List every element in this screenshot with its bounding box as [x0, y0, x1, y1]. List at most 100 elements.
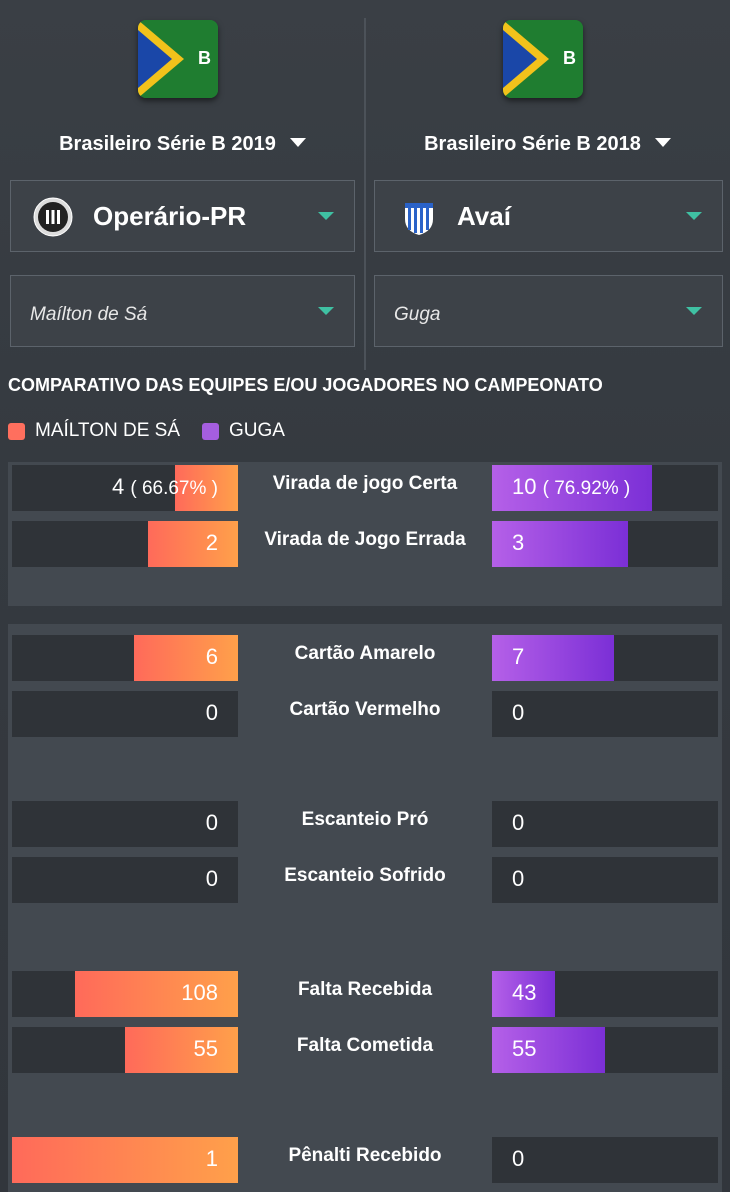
stat-label: Cartão Amarelo — [294, 643, 436, 664]
stat-row: 108 Falta Recebida 43 — [8, 971, 722, 1017]
left-bar-track: 0 — [12, 857, 238, 903]
left-bar-track: 0 — [12, 691, 238, 737]
right-count: 55 — [512, 1036, 537, 1061]
right-bar — [492, 465, 652, 511]
stat-row: 4 ( 66.67% ) Virada de jogo Certa 10 ( 76.… — [8, 465, 722, 511]
right-value: 0 — [512, 810, 524, 836]
chevron-down-icon — [289, 138, 306, 148]
stat-group: 6 Cartão Amarelo 7 0 Cartão Vermelho 0 — [8, 624, 722, 780]
right-bar-track: 10 ( 76.92% ) — [492, 465, 718, 511]
left-count: 6 — [205, 644, 218, 669]
club-crest-icon — [33, 197, 73, 237]
left-bar-track: 55 — [12, 1027, 238, 1073]
player-select[interactable]: Guga — [374, 275, 723, 347]
left-count: 1 — [205, 1146, 218, 1171]
legend-item-right: GUGA — [202, 420, 285, 442]
right-count: 0 — [512, 700, 525, 725]
right-count: 0 — [512, 866, 525, 891]
right-bar-track: 3 — [492, 521, 718, 567]
serie-b-logo: B — [138, 20, 218, 98]
stat-group: 108 Falta Recebida 43 55 Falta Cometida 55 — [8, 943, 722, 1097]
right-bar-track: 7 — [492, 635, 718, 681]
right-value: 43 — [512, 980, 536, 1006]
right-count: 0 — [512, 1146, 525, 1171]
right-value: 0 — [512, 1146, 524, 1172]
stat-label: Falta Recebida — [297, 979, 433, 1000]
left-count: 0 — [205, 866, 218, 891]
left-bar-track: 6 — [12, 635, 238, 681]
team-name: Operário-PR — [93, 201, 247, 231]
legend-label: MAÍLTON DE SÁ — [35, 420, 180, 441]
left-bar — [75, 971, 238, 1017]
right-value: 55 — [512, 1036, 536, 1062]
left-value: 2 — [206, 530, 218, 556]
right-count: 10 — [512, 474, 537, 499]
left-count: 2 — [205, 530, 218, 555]
team-select[interactable]: Operário-PR — [10, 180, 355, 252]
left-bar — [12, 1137, 238, 1183]
chevron-down-icon — [686, 307, 702, 315]
legend-item-left: MAÍLTON DE SÁ — [8, 420, 180, 442]
logo-letter: B — [198, 48, 211, 68]
legend: MAÍLTON DE SÁ GUGA — [8, 420, 307, 442]
stat-row: 1 Pênalti Recebido 0 — [8, 1137, 722, 1183]
left-count: 4 — [111, 474, 125, 499]
left-count: 0 — [205, 810, 218, 835]
stat-label: Virada de Jogo Errada — [264, 529, 466, 550]
player-select[interactable]: Maílton de Sá — [10, 275, 355, 347]
competition-select[interactable]: Brasileiro Série B 2019 — [0, 133, 365, 156]
competition-label: Brasileiro Série B 2019 — [59, 133, 276, 155]
right-percent: ( 76.92% ) — [542, 478, 631, 499]
chevron-down-icon — [318, 212, 334, 220]
left-bar — [125, 1027, 238, 1073]
legend-swatch — [8, 422, 25, 440]
left-value: 6 — [206, 644, 218, 670]
left-bar-track: 0 — [12, 801, 238, 847]
right-value: 0 — [512, 866, 524, 892]
right-bar — [492, 1027, 605, 1073]
left-value: 0 — [206, 810, 218, 836]
right-value: 10 ( 76.92% ) — [512, 474, 630, 500]
competition-label: Brasileiro Série B 2018 — [424, 133, 641, 155]
right-count: 7 — [512, 644, 525, 669]
right-count: 3 — [512, 530, 525, 555]
left-bar-track: 4 ( 66.67% ) — [12, 465, 238, 511]
player-name: Maílton de Sá — [30, 304, 148, 325]
stat-row: 0 Escanteio Sofrido 0 — [8, 857, 722, 903]
right-value: 0 — [512, 700, 524, 726]
left-value: 1 — [206, 1146, 218, 1172]
left-count: 108 — [181, 980, 218, 1005]
team-select[interactable]: Avaí — [374, 180, 723, 252]
right-bar-track: 0 — [492, 691, 718, 737]
chevron-down-icon — [318, 307, 334, 315]
stat-label: Cartão Vermelho — [289, 699, 441, 720]
left-percent: ( 66.67% ) — [130, 478, 218, 499]
stat-row: 2 Virada de Jogo Errada 3 — [8, 521, 722, 567]
right-bar — [492, 521, 628, 567]
right-bar-track: 43 — [492, 971, 718, 1017]
stat-label: Escanteio Pró — [301, 809, 429, 830]
stat-group: 0 Escanteio Pró 0 0 Escanteio Sofrido 0 — [8, 761, 722, 943]
section-title: COMPARATIVO DAS EQUIPES E/OU JOGADORES N… — [8, 375, 603, 395]
stat-group: 1 Pênalti Recebido 0 — [8, 1097, 722, 1192]
legend-label: GUGA — [229, 420, 285, 441]
right-bar-track: 55 — [492, 1027, 718, 1073]
player-name: Guga — [394, 304, 441, 325]
left-count: 0 — [205, 700, 218, 725]
left-value: 0 — [206, 700, 218, 726]
right-bar-track: 0 — [492, 857, 718, 903]
right-value: 7 — [512, 644, 524, 670]
left-bar-track: 1 — [12, 1137, 238, 1183]
left-value: 4 ( 66.67% ) — [112, 474, 218, 500]
left-bar-track: 108 — [12, 971, 238, 1017]
stat-label: Falta Cometida — [296, 1035, 434, 1056]
right-count: 43 — [512, 980, 537, 1005]
stat-label: Virada de jogo Certa — [272, 473, 458, 494]
left-value: 55 — [194, 1036, 218, 1062]
left-value: 0 — [206, 866, 218, 892]
stat-row: 0 Escanteio Pró 0 — [8, 801, 722, 847]
right-count: 0 — [512, 810, 525, 835]
competition-select[interactable]: Brasileiro Série B 2018 — [365, 133, 730, 156]
left-count: 55 — [193, 1036, 218, 1061]
legend-swatch — [202, 422, 219, 440]
